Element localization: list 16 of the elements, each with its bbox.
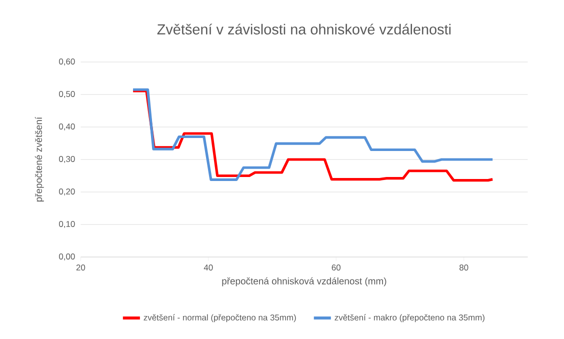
y-tick-label: 0,50: [59, 91, 75, 98]
x-tick-label: 80: [460, 264, 468, 271]
x-tick-label: 40: [204, 264, 213, 271]
y-tick-label: 0,20: [59, 188, 75, 196]
x-tick-label: 20: [76, 264, 86, 271]
y-tick-label: 0,30: [59, 156, 75, 163]
x-axis-title: přepočtená ohnisková vzdálenost (mm): [222, 277, 386, 286]
y-tick-label: 0,10: [59, 221, 75, 228]
y-tick-label: 0,40: [59, 124, 75, 130]
y-tick-label: 0,60: [59, 58, 75, 66]
y-tick-label: 0,00: [59, 254, 75, 260]
y-axis-title: přepočtené zvětšení: [34, 116, 44, 202]
x-tick-label: 60: [332, 264, 341, 271]
chart-title: Zvětšení v závislosti na ohniskové vzdálenosti: [157, 24, 451, 34]
legend-label: zvětšení - makro (přepočteno na 35mm): [334, 314, 484, 322]
legend-label: zvětšení - normal (přepočteno na 35mm): [144, 314, 296, 322]
